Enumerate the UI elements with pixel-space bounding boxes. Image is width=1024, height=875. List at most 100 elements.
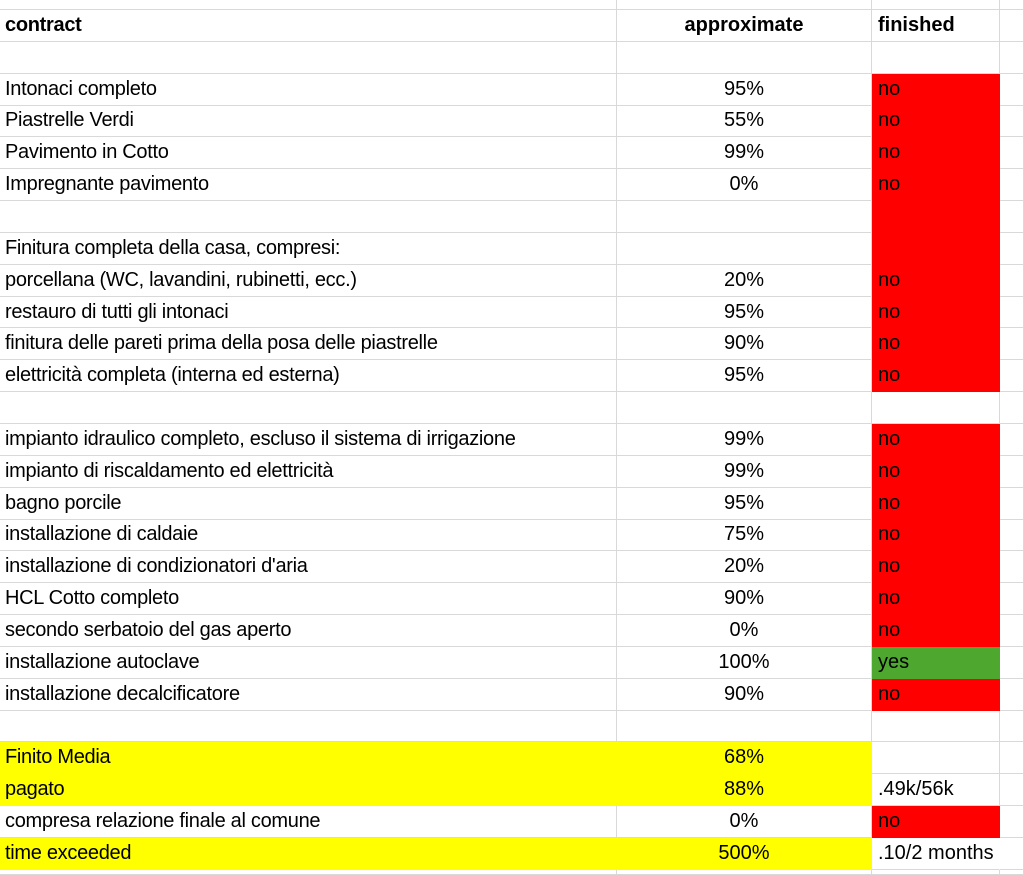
- cell-contract[interactable]: installazione decalcificatore: [0, 678, 617, 711]
- cell-contract[interactable]: [0, 41, 617, 74]
- cell-finished[interactable]: [872, 392, 1000, 424]
- cell-extra[interactable]: [1000, 169, 1024, 202]
- cell-extra[interactable]: [1000, 646, 1024, 679]
- column-header-contract[interactable]: contract: [0, 10, 617, 42]
- cell-approximate[interactable]: 88%: [617, 774, 872, 807]
- cell-finished[interactable]: .49k/56k: [872, 774, 1000, 807]
- cell-extra[interactable]: [1000, 678, 1024, 711]
- cell-contract[interactable]: Piastrelle Verdi: [0, 105, 617, 138]
- cell-approximate[interactable]: 0%: [617, 615, 872, 647]
- cell-finished[interactable]: [872, 742, 1000, 775]
- cell-approximate[interactable]: 95%: [617, 487, 872, 520]
- cell-approximate[interactable]: [617, 41, 872, 74]
- cell-extra[interactable]: [1000, 837, 1024, 870]
- cell-contract[interactable]: time exceeded: [0, 837, 617, 870]
- cell-extra[interactable]: [1000, 264, 1024, 297]
- cell-finished[interactable]: no: [872, 264, 1000, 297]
- cell-contract[interactable]: installazione di caldaie: [0, 519, 617, 552]
- cell-extra[interactable]: [1000, 105, 1024, 138]
- cell-approximate[interactable]: 95%: [617, 296, 872, 329]
- cell-approximate[interactable]: 20%: [617, 264, 872, 297]
- cell-approximate[interactable]: 90%: [617, 583, 872, 616]
- cell-extra[interactable]: [1000, 201, 1024, 233]
- cell-finished[interactable]: [872, 41, 1000, 74]
- cell-contract[interactable]: installazione di condizionatori d'aria: [0, 551, 617, 584]
- cell-approximate[interactable]: 68%: [617, 742, 872, 775]
- cell-contract[interactable]: impianto di riscaldamento ed elettricità: [0, 455, 617, 488]
- cell-contract[interactable]: Pavimento in Cotto: [0, 137, 617, 170]
- column-header-finished[interactable]: finished: [872, 10, 1000, 42]
- cell-finished[interactable]: no: [872, 328, 1000, 361]
- cell-extra[interactable]: [1000, 73, 1024, 106]
- cell-approximate[interactable]: [617, 392, 872, 424]
- column-header-approximate[interactable]: approximate: [617, 10, 872, 42]
- cell-contract[interactable]: finitura delle pareti prima della posa d…: [0, 328, 617, 361]
- cell-approximate[interactable]: 90%: [617, 328, 872, 361]
- cell-extra[interactable]: [1000, 455, 1024, 488]
- cell-approximate[interactable]: [617, 710, 872, 743]
- cell-contract[interactable]: impianto idraulico completo, escluso il …: [0, 423, 617, 456]
- cell-finished[interactable]: no: [872, 360, 1000, 393]
- cell-contract[interactable]: [0, 201, 617, 233]
- cell-finished[interactable]: no: [872, 423, 1000, 456]
- cell-extra[interactable]: [1000, 328, 1024, 361]
- cell-finished[interactable]: no: [872, 169, 1000, 202]
- cell-approximate[interactable]: 500%: [617, 837, 872, 870]
- cell-approximate[interactable]: 99%: [617, 137, 872, 170]
- cell-approximate[interactable]: 20%: [617, 551, 872, 584]
- cell-finished[interactable]: [872, 201, 1000, 233]
- cell-approximate[interactable]: 99%: [617, 455, 872, 488]
- cell-contract[interactable]: porcellana (WC, lavandini, rubinetti, ec…: [0, 264, 617, 297]
- cell-extra[interactable]: [1000, 423, 1024, 456]
- cell-finished[interactable]: no: [872, 519, 1000, 552]
- cell-extra[interactable]: [1000, 487, 1024, 520]
- cell-contract[interactable]: Impregnante pavimento: [0, 169, 617, 202]
- cell-extra[interactable]: [1000, 360, 1024, 393]
- cell-contract[interactable]: [0, 710, 617, 743]
- cell-approximate[interactable]: 95%: [617, 360, 872, 393]
- cell-contract[interactable]: bagno porcile: [0, 487, 617, 520]
- cell-extra[interactable]: [1000, 232, 1024, 265]
- cell-extra[interactable]: [1000, 774, 1024, 807]
- cell-approximate[interactable]: 90%: [617, 678, 872, 711]
- cell-finished[interactable]: no: [872, 296, 1000, 329]
- cell-approximate[interactable]: [617, 232, 872, 265]
- cell-extra[interactable]: [1000, 137, 1024, 170]
- cell-contract[interactable]: secondo serbatoio del gas aperto: [0, 615, 617, 647]
- cell-finished[interactable]: no: [872, 583, 1000, 616]
- cell-contract[interactable]: [0, 392, 617, 424]
- cell-contract[interactable]: HCL Cotto completo: [0, 583, 617, 616]
- cell-finished[interactable]: no: [872, 678, 1000, 711]
- cell-finished[interactable]: no: [872, 551, 1000, 584]
- cell-approximate[interactable]: 55%: [617, 105, 872, 138]
- cell-finished[interactable]: [872, 232, 1000, 265]
- cell-extra[interactable]: [1000, 806, 1024, 838]
- cell-approximate[interactable]: 100%: [617, 646, 872, 679]
- cell-finished[interactable]: yes: [872, 646, 1000, 679]
- cell-finished[interactable]: no: [872, 455, 1000, 488]
- cell-finished[interactable]: no: [872, 73, 1000, 106]
- cell-extra[interactable]: [1000, 551, 1024, 584]
- cell-contract[interactable]: installazione autoclave: [0, 646, 617, 679]
- cell-extra[interactable]: [1000, 296, 1024, 329]
- cell-approximate[interactable]: 95%: [617, 73, 872, 106]
- cell-approximate[interactable]: 0%: [617, 806, 872, 838]
- cell-extra[interactable]: [1000, 519, 1024, 552]
- cell-finished[interactable]: no: [872, 806, 1000, 838]
- cell-finished[interactable]: no: [872, 105, 1000, 138]
- cell-contract[interactable]: elettricità completa (interna ed esterna…: [0, 360, 617, 393]
- cell-finished[interactable]: [872, 710, 1000, 743]
- cell-contract[interactable]: compresa relazione finale al comune: [0, 806, 617, 838]
- cell-finished[interactable]: no: [872, 137, 1000, 170]
- cell-approximate[interactable]: 0%: [617, 169, 872, 202]
- cell-contract[interactable]: restauro di tutti gli intonaci: [0, 296, 617, 329]
- cell-extra[interactable]: [1000, 615, 1024, 647]
- cell-extra[interactable]: [1000, 583, 1024, 616]
- cell-extra[interactable]: [1000, 41, 1024, 74]
- cell-approximate[interactable]: 75%: [617, 519, 872, 552]
- cell-approximate[interactable]: 99%: [617, 423, 872, 456]
- cell-contract[interactable]: Finito Media: [0, 742, 617, 775]
- cell-finished[interactable]: .10/2 months: [872, 837, 1000, 870]
- cell-finished[interactable]: no: [872, 615, 1000, 647]
- cell-extra[interactable]: [1000, 392, 1024, 424]
